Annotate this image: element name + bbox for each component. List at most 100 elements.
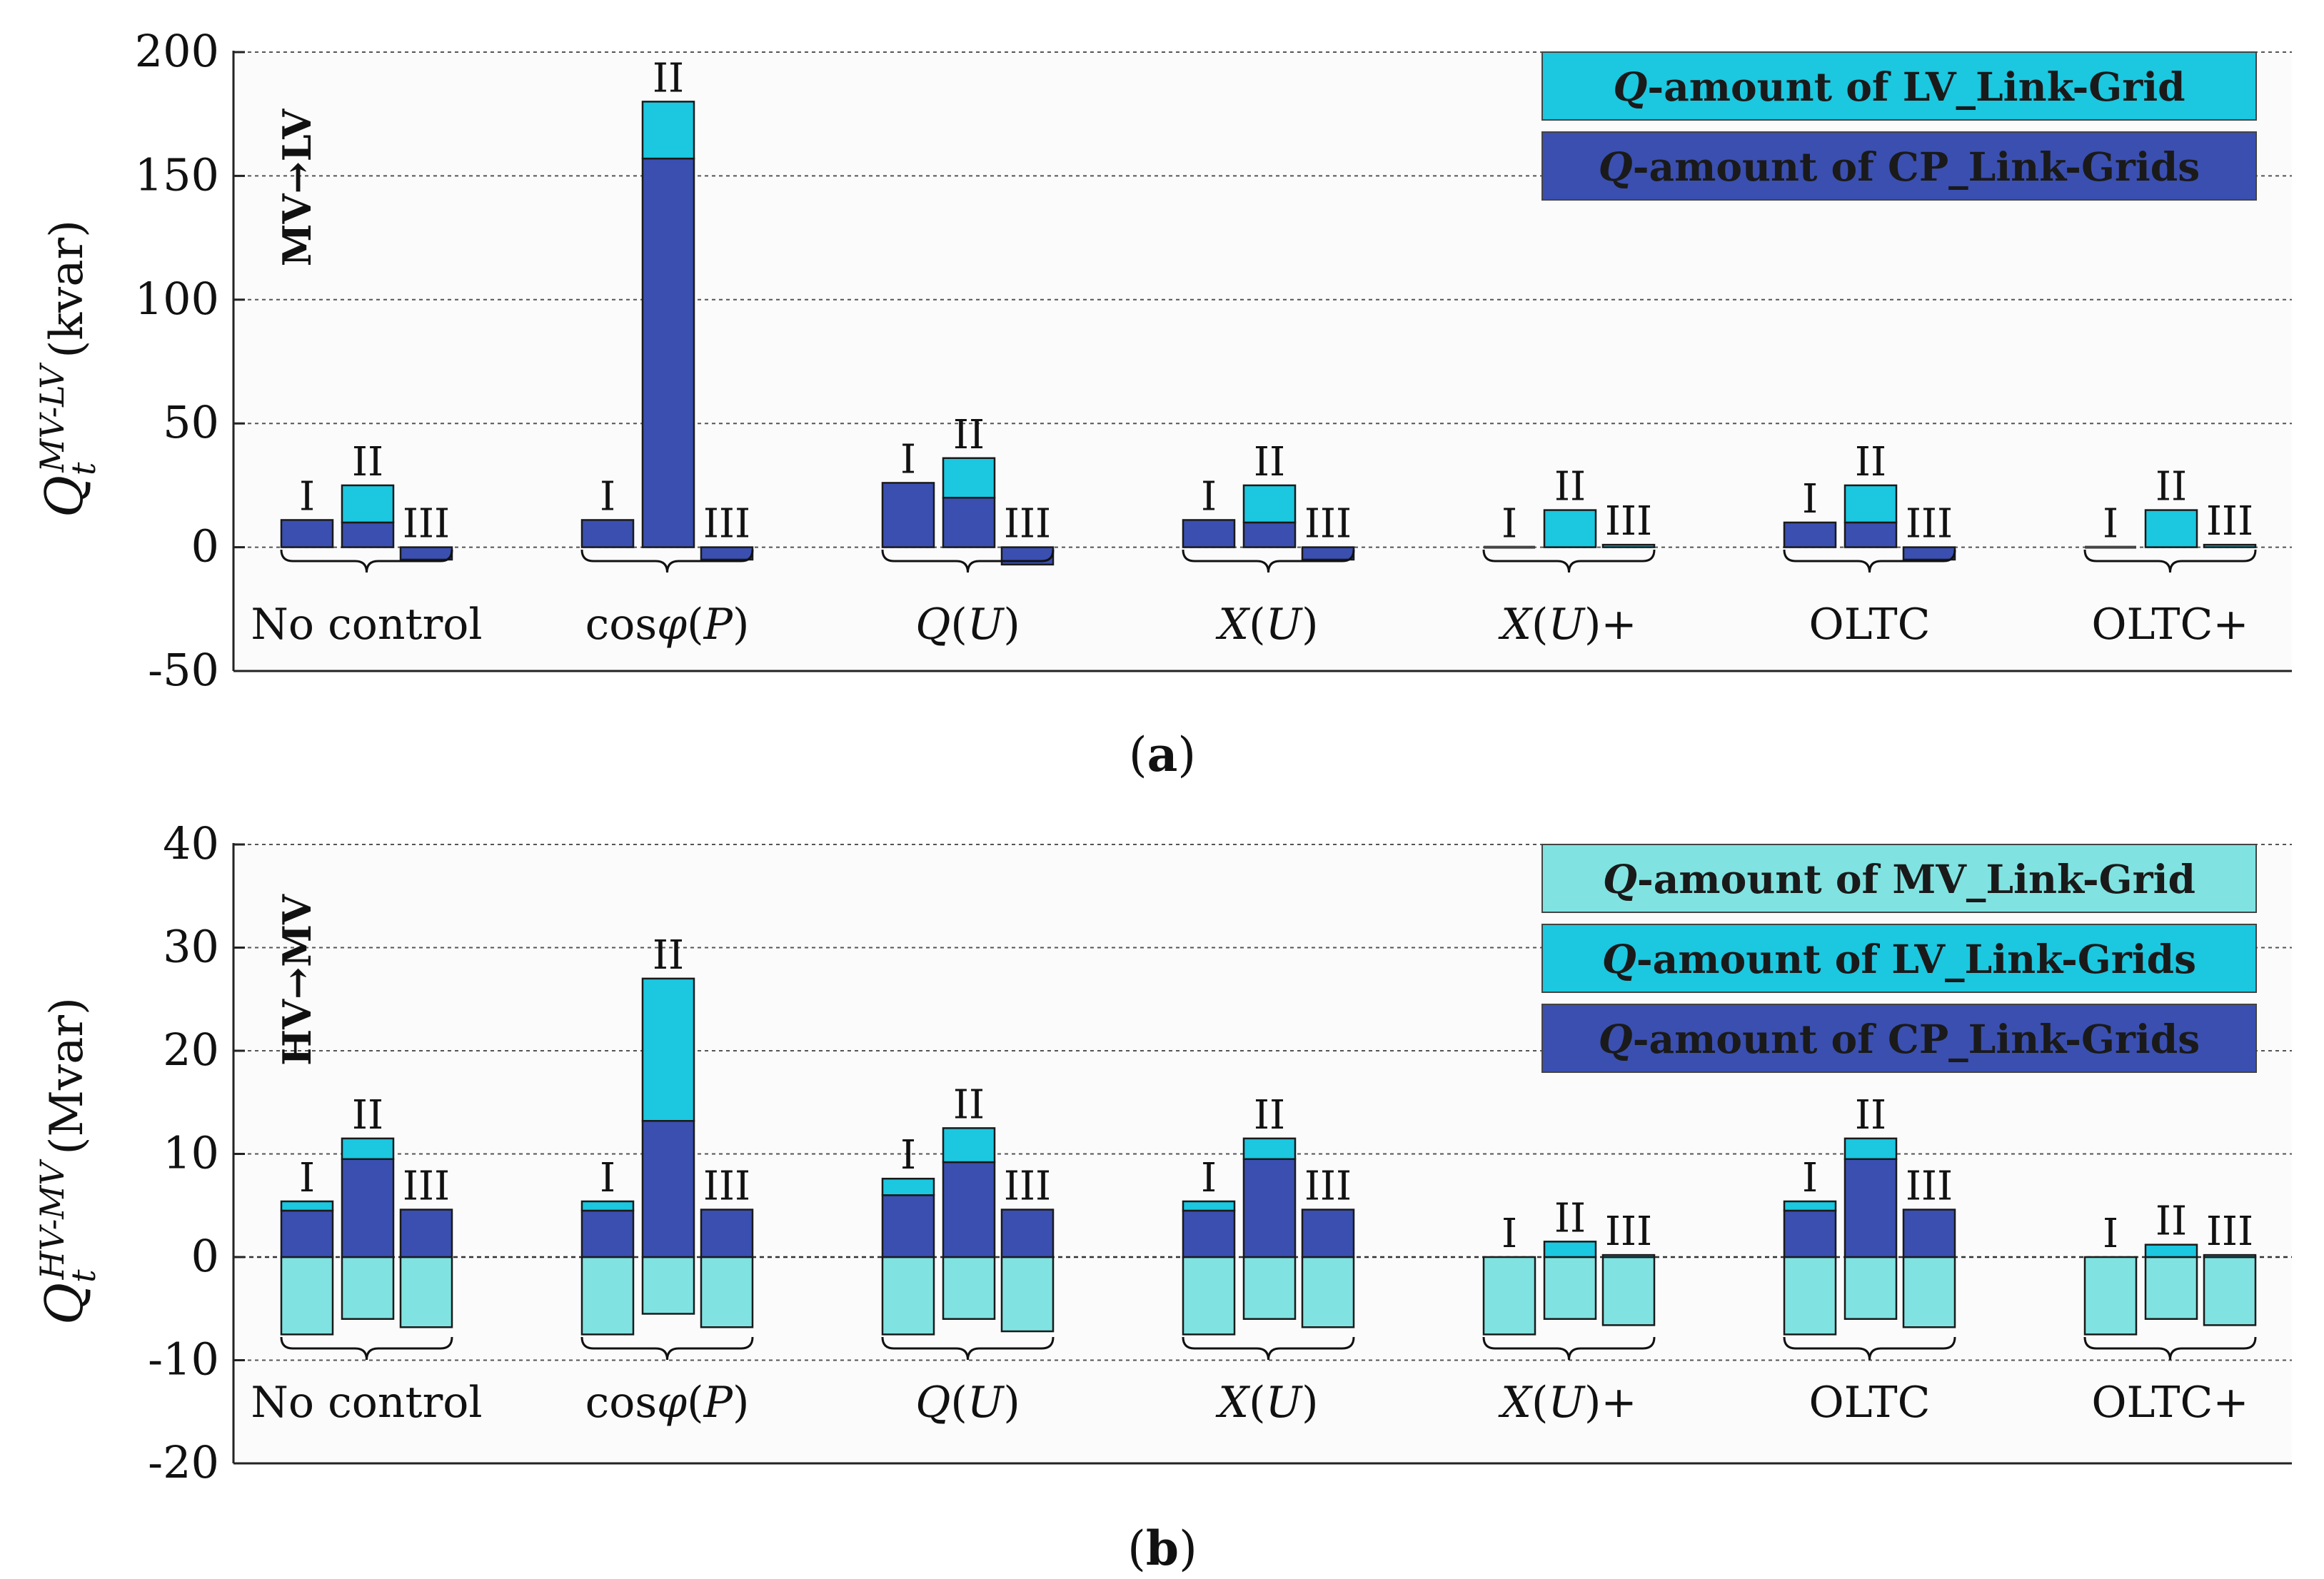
y-axis-label: QtHV-MV(Mvar) (33, 997, 103, 1325)
bar-mv (1482, 1256, 1536, 1336)
legend-swatch-cp (1541, 131, 2257, 201)
bar-mv (1242, 1256, 1297, 1320)
category-label: X(U)+ (1498, 1378, 1636, 1428)
bar-cp (280, 1209, 334, 1258)
scenario-label: III (703, 1164, 750, 1210)
category-label: OLTC (1809, 1378, 1930, 1428)
bar-mv (1601, 1256, 1656, 1326)
scenario-label: III (1605, 498, 1652, 545)
y-axis-label: QtMV-LV(kvar) (33, 220, 103, 518)
bar-cp (1000, 1209, 1055, 1258)
direction-label: MV→LV (274, 109, 320, 266)
scenario-label: II (2156, 464, 2187, 510)
bar-cp (700, 546, 754, 561)
bar-empty (2085, 545, 2136, 549)
bar-cp (1182, 519, 1236, 548)
legend-label-cp: Q-amount of CP_Link-Grids (1599, 143, 2200, 190)
category-label: X(U) (1215, 1378, 1318, 1428)
bar-cp (1242, 1158, 1297, 1258)
scenario-label: III (403, 501, 450, 548)
bar-lv (942, 1127, 996, 1164)
panel-caption: (b) (1127, 1520, 1197, 1576)
bar-lv (1182, 1200, 1236, 1212)
bar-mv (1301, 1256, 1355, 1328)
group-brace (1182, 1336, 1355, 1361)
bar-cp (1783, 1209, 1837, 1258)
bar-lv (1601, 543, 1656, 548)
bar-mv (341, 1256, 395, 1320)
scenario-label: II (2156, 1199, 2187, 1245)
category-label: Q(U) (915, 600, 1020, 650)
bar-cp (942, 496, 996, 548)
group-brace (580, 549, 754, 573)
scenario-label: III (703, 501, 750, 548)
bar-lv (1242, 1137, 1297, 1160)
bar-mv (280, 1256, 334, 1336)
chart-panel-a: -50 0 50 100 150 200 QtMV-LV(kvar) MV→LV Q-amoun… (33, 25, 2292, 782)
category-label: OLTC (1809, 600, 1930, 650)
scenario-label: III (1906, 501, 1953, 548)
bar-lv (1242, 484, 1297, 524)
scenario-label: I (299, 473, 315, 520)
bar-cp (700, 1209, 754, 1258)
scenario-label: I (2103, 1211, 2118, 1257)
bar-cp (1843, 521, 1898, 548)
y-tick-label: 20 (163, 1024, 219, 1076)
group-brace (2083, 549, 2257, 573)
bar-lv (1843, 1137, 1898, 1160)
bar-lv (2144, 1243, 2198, 1258)
bar-cp (1843, 1158, 1898, 1258)
y-tick-label: -20 (148, 1436, 219, 1488)
bar-mv (580, 1256, 635, 1336)
bar-mv (1000, 1256, 1055, 1333)
legend-label-mv: Q-amount of MV_Link-Grid (1603, 856, 2195, 902)
scenario-label: I (2103, 501, 2118, 548)
scenario-label: I (1201, 1155, 1217, 1201)
bar-cp (1902, 1209, 1956, 1258)
y-tick-label: 150 (135, 148, 219, 201)
scenario-label: II (653, 55, 684, 101)
scenario-label: II (1554, 1195, 1586, 1241)
bar-lv (2144, 509, 2198, 548)
y-tick-label: 40 (163, 817, 219, 869)
chart-panel-b: -20 -10 0 10 20 30 40 QtHV-MV(Mvar) HV→MV Q-amoun… (33, 817, 2292, 1576)
scenario-label: III (2206, 498, 2253, 545)
scenario-label: III (1004, 501, 1051, 548)
y-tick-label: 50 (163, 396, 219, 448)
y-tick-label: 30 (163, 921, 219, 973)
y-tick-label: 0 (191, 1230, 219, 1282)
legend-label-lv: Q-amount of LV_Link-Grids (1602, 936, 2196, 982)
bar-lv (341, 1137, 395, 1160)
bar-mv (1543, 1256, 1597, 1320)
category-label: OLTC+ (2091, 600, 2248, 650)
scenario-label: I (299, 1155, 315, 1201)
bar-mv (942, 1256, 996, 1320)
scenario-label: II (1855, 1092, 1886, 1139)
bar-cp (580, 519, 635, 548)
bar-cp (881, 482, 935, 548)
legend-swatch-lv (1541, 924, 2257, 993)
group-brace (1783, 549, 1956, 573)
scenario-label: II (953, 1081, 985, 1128)
legend-swatch-lv (1541, 51, 2257, 121)
bar-lv (2203, 543, 2257, 548)
scenario-label: II (1254, 1092, 1285, 1139)
bar-lv (641, 977, 695, 1122)
scenario-label: III (2206, 1209, 2253, 1255)
scenario-label: II (1254, 439, 1285, 485)
y-tick-label: 0 (191, 520, 219, 572)
group-brace (1482, 1336, 1656, 1361)
bar-lv (580, 1200, 635, 1212)
category-label: cosφ(P) (585, 1378, 750, 1428)
panel-caption: (a) (1129, 727, 1196, 782)
legend-label-cp: Q-amount of CP_Link-Grids (1599, 1016, 2200, 1062)
category-label: No control (251, 1378, 482, 1428)
bar-mv (700, 1256, 754, 1328)
bar-cp (341, 1158, 395, 1258)
bar-cp (399, 546, 453, 561)
